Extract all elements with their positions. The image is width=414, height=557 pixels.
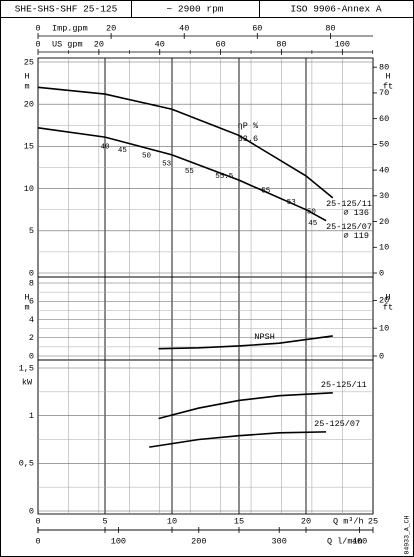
y-tick-label: 4 bbox=[29, 315, 34, 325]
efficiency-label: 50 bbox=[142, 153, 152, 161]
x-tick-label: 10 bbox=[167, 516, 177, 526]
x-tick-label: 200 bbox=[191, 536, 206, 546]
x-tick-label: 100 bbox=[335, 39, 350, 49]
y2-tick-label: 20 bbox=[379, 296, 389, 306]
y-tick-label: 6 bbox=[29, 297, 34, 307]
y-tick-label: 20 bbox=[24, 99, 34, 109]
header-cell: ~ 2900 rpm bbox=[166, 4, 223, 15]
y2-tick-label: 50 bbox=[379, 140, 389, 150]
x-tick-label: 60 bbox=[252, 23, 262, 33]
y2-tick-label: 70 bbox=[379, 88, 389, 98]
curve bbox=[149, 431, 327, 448]
x-axis-title: Imp.gpm bbox=[52, 23, 88, 33]
header-cell: SHE-SHS-SHF 25-125 bbox=[15, 4, 118, 15]
x-axis-title: Q m³/h bbox=[333, 516, 364, 526]
x-axis-title: US gpm bbox=[52, 39, 83, 49]
y-tick-label: 1 bbox=[29, 411, 34, 421]
y-tick-label: 8 bbox=[29, 278, 34, 288]
x-tick-label: 25 bbox=[368, 516, 378, 526]
y-axis-unit: m bbox=[24, 81, 29, 91]
x-tick-label: 40 bbox=[179, 23, 189, 33]
x-tick-label: 0 bbox=[35, 536, 40, 546]
x-tick-label: 20 bbox=[106, 23, 116, 33]
y2-tick-label: 80 bbox=[379, 62, 389, 72]
curve-label: 25-125/07 bbox=[326, 222, 372, 232]
efficiency-label: 45 bbox=[118, 147, 128, 155]
efficiency-label: 53 bbox=[162, 160, 172, 168]
x-tick-label: 0 bbox=[35, 39, 40, 49]
curve-label: 25-125/11 bbox=[326, 199, 372, 209]
y2-tick-label: 10 bbox=[379, 243, 389, 253]
y2-tick-label: 40 bbox=[379, 165, 389, 175]
drawing-id: 04933_A_CH bbox=[404, 515, 411, 554]
y2-tick-label: 0 bbox=[379, 268, 384, 278]
y-axis-title: kW bbox=[22, 377, 33, 387]
efficiency-label: 40 bbox=[100, 143, 110, 151]
x-tick-label: 100 bbox=[111, 536, 126, 546]
y-tick-label: 15 bbox=[24, 142, 34, 152]
y-tick-label: 2 bbox=[29, 333, 34, 343]
y2-axis-title: H bbox=[385, 71, 390, 81]
y-tick-label: 25 bbox=[24, 57, 34, 67]
curve bbox=[158, 391, 333, 420]
x-tick-label: 5 bbox=[102, 516, 107, 526]
y-axis-title: H bbox=[24, 71, 29, 81]
curve-label: NPSH bbox=[254, 332, 274, 342]
x-tick-label: 40 bbox=[155, 39, 165, 49]
efficiency-peak: 53.6 bbox=[238, 134, 258, 144]
curve bbox=[158, 335, 333, 350]
y-axis-title: H bbox=[24, 292, 29, 302]
x-tick-label: 20 bbox=[301, 516, 311, 526]
x-tick-label: 80 bbox=[325, 23, 335, 33]
efficiency-label: 55 bbox=[185, 168, 195, 176]
efficiency-label: 50 bbox=[307, 208, 317, 216]
y2-tick-label: 20 bbox=[379, 217, 389, 227]
efficiency-title: ηP % bbox=[238, 121, 259, 131]
y2-tick-label: 0 bbox=[379, 351, 384, 361]
curve-label: 25-125/07 bbox=[314, 419, 360, 429]
y-axis-unit: m bbox=[24, 302, 29, 312]
efficiency-label: 45 bbox=[308, 220, 318, 228]
curve-label: 25-125/11 bbox=[321, 380, 367, 390]
curve bbox=[37, 127, 327, 222]
curve bbox=[37, 86, 334, 199]
y2-tick-label: 30 bbox=[379, 191, 389, 201]
y2-axis-unit: ft bbox=[383, 302, 393, 312]
header-cell: ISO 9906-Annex A bbox=[290, 4, 382, 15]
x-tick-label: 80 bbox=[276, 39, 286, 49]
x-tick-label: 15 bbox=[234, 516, 244, 526]
x-tick-label: 60 bbox=[216, 39, 226, 49]
y-tick-label: 10 bbox=[24, 184, 34, 194]
y2-tick-label: 10 bbox=[379, 323, 389, 333]
x-tick-label: 20 bbox=[94, 39, 104, 49]
y-tick-label: 5 bbox=[29, 226, 34, 236]
y2-axis-title: H bbox=[385, 292, 390, 302]
y-tick-label: 0 bbox=[29, 351, 34, 361]
curve-note: ⌀ 136 bbox=[343, 208, 369, 218]
x-tick-label: 0 bbox=[35, 23, 40, 33]
y2-tick-label: 60 bbox=[379, 114, 389, 124]
y-tick-label: 1,5 bbox=[19, 363, 34, 373]
efficiency-label: 53 bbox=[287, 199, 297, 207]
efficiency-label: 55.5 bbox=[215, 173, 234, 181]
x-axis-title: Q l/min bbox=[327, 536, 363, 546]
x-tick-label: 400 bbox=[352, 536, 367, 546]
efficiency-label: 55 bbox=[261, 187, 271, 195]
y-tick-label: 0,5 bbox=[19, 459, 34, 469]
x-tick-label: 0 bbox=[35, 516, 40, 526]
y-tick-label: 0 bbox=[29, 268, 34, 278]
x-tick-label: 300 bbox=[272, 536, 287, 546]
y2-axis-unit: ft bbox=[383, 81, 393, 91]
y-tick-label: 0 bbox=[29, 506, 34, 516]
curve-note: ⌀ 119 bbox=[343, 231, 369, 241]
